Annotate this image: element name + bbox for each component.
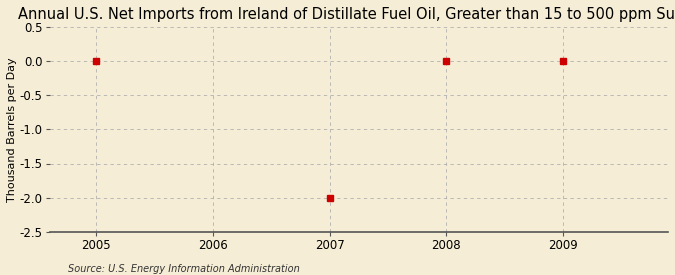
Text: Source: U.S. Energy Information Administration: Source: U.S. Energy Information Administ…: [68, 264, 299, 274]
Title: Annual U.S. Net Imports from Ireland of Distillate Fuel Oil, Greater than 15 to : Annual U.S. Net Imports from Ireland of …: [18, 7, 675, 22]
Y-axis label: Thousand Barrels per Day: Thousand Barrels per Day: [7, 57, 17, 202]
